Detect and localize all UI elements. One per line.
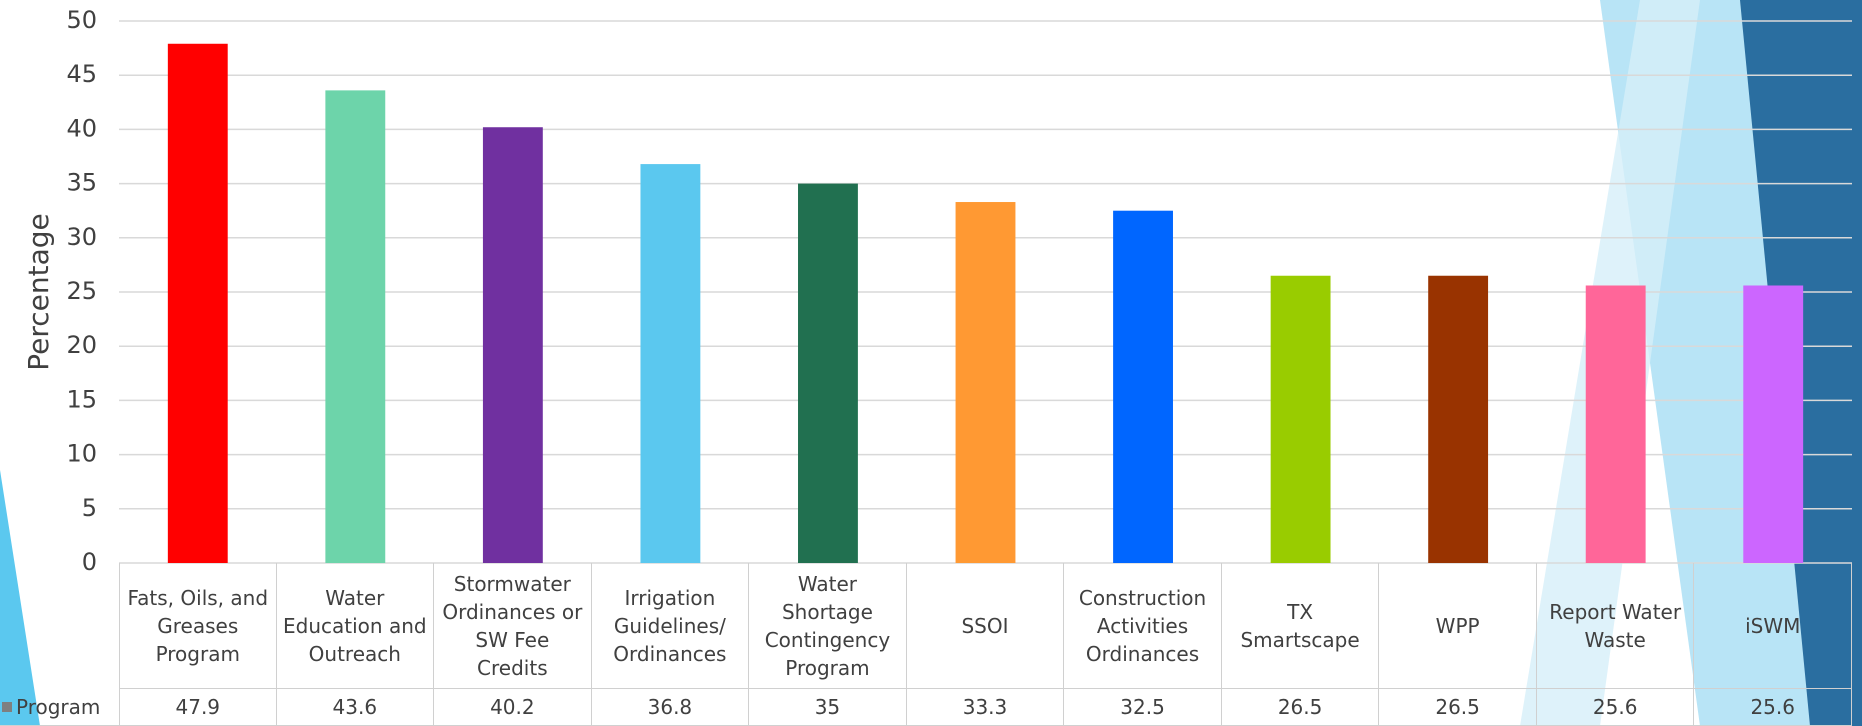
category-label: Stormwater Ordinances or SW Fee Credits — [434, 563, 592, 689]
bar — [325, 90, 385, 563]
bar — [1271, 276, 1331, 563]
bar — [1428, 276, 1488, 563]
bar — [1743, 285, 1803, 563]
table-value: 47.9 — [119, 689, 277, 726]
table-value: 35 — [749, 689, 907, 726]
table-value: 36.8 — [592, 689, 750, 726]
category-label: Water Education and Outreach — [277, 563, 435, 689]
bar — [1586, 285, 1646, 563]
y-tick-label: 45 — [66, 60, 97, 88]
y-tick-label: 15 — [66, 385, 97, 413]
bar — [168, 44, 228, 563]
category-label: WPP — [1379, 563, 1537, 689]
y-tick-label: 25 — [66, 277, 97, 305]
category-label: TX Smartscape — [1222, 563, 1380, 689]
bar — [1113, 211, 1173, 563]
y-tick-label: 40 — [66, 114, 97, 142]
table-value: 33.3 — [907, 689, 1065, 726]
category-label: Report Water Waste — [1537, 563, 1695, 689]
legend-label: Program — [16, 693, 100, 721]
y-tick-label: 20 — [66, 331, 97, 359]
table-value: 32.5 — [1064, 689, 1222, 726]
table-value: 25.6 — [1537, 689, 1695, 726]
category-label: Fats, Oils, and Greases Program — [119, 563, 277, 689]
y-tick-label: 10 — [66, 440, 97, 468]
y-tick-label: 5 — [82, 494, 97, 522]
category-label: Construction Activities Ordinances — [1064, 563, 1222, 689]
y-tick-label: 50 — [66, 6, 97, 34]
y-tick-label: 30 — [66, 223, 97, 251]
bar — [956, 202, 1016, 563]
y-tick-label: 0 — [82, 548, 97, 576]
category-label: SSOI — [907, 563, 1065, 689]
y-tick-label: 35 — [66, 169, 97, 197]
category-label: Water Shortage Contingency Program — [749, 563, 907, 689]
table-value: 26.5 — [1222, 689, 1380, 726]
legend-key — [2, 702, 12, 712]
table-value: 40.2 — [434, 689, 592, 726]
table-value: 26.5 — [1379, 689, 1537, 726]
bar — [483, 127, 543, 563]
legend-entry: Program — [0, 689, 119, 726]
category-label: Irrigation Guidelines/ Ordinances — [592, 563, 750, 689]
bar — [798, 184, 858, 563]
table-value: 25.6 — [1694, 689, 1852, 726]
y-axis-label: Percentage — [22, 213, 55, 371]
page: Percentage 0 5 10 15 20 25 30 35 40 45 50 Fats, Oi… — [0, 0, 1862, 726]
table-value: 43.6 — [277, 689, 435, 726]
bar — [640, 164, 700, 563]
category-label: iSWM — [1694, 563, 1852, 689]
